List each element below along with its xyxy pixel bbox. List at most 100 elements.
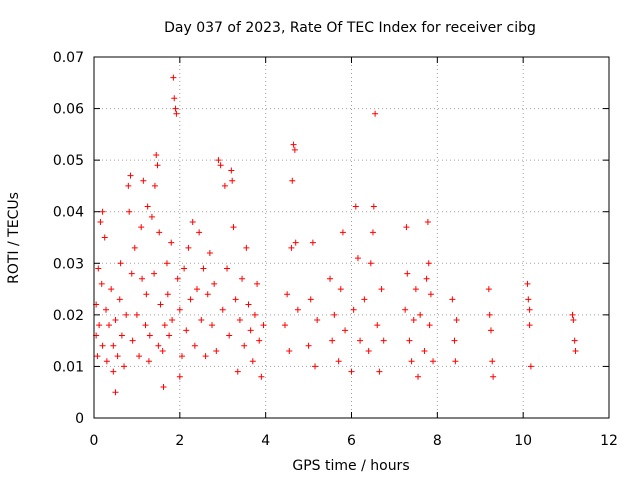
data-point [380,337,387,344]
data-point [126,208,133,215]
data-point [96,322,103,329]
data-point [290,141,297,148]
data-point [234,368,241,375]
data-point [376,368,383,375]
data-point [173,110,180,117]
data-point [569,311,576,318]
data-point [254,280,261,287]
data-point [215,157,222,164]
data-point [181,265,188,272]
data-point [342,327,349,334]
data-point [94,353,101,360]
data-point [170,74,177,81]
data-point [148,213,155,220]
data-point [157,301,164,308]
data-point [486,311,493,318]
data-point [103,358,110,365]
data-point [112,317,119,324]
data-point [291,146,298,153]
x-tick-label: 2 [175,433,184,449]
y-tick-label: 0.03 [53,256,84,272]
data-point [200,265,207,272]
y-tick-label: 0.05 [53,153,84,169]
data-point [118,332,125,339]
y-axis-label: ROTI / TECUs [6,192,22,284]
data-point [97,219,104,226]
data-point [138,224,145,231]
data-point [374,322,381,329]
data-point [154,162,161,169]
data-point [247,327,254,334]
data-point [160,384,167,391]
data-point [426,322,433,329]
x-tick-label: 8 [433,433,442,449]
data-point [198,317,205,324]
data-point [145,358,152,365]
data-point [490,373,497,380]
data-point [489,358,496,365]
data-point [449,296,456,303]
data-point [108,286,115,293]
data-point [146,332,153,339]
data-point [143,291,150,298]
data-point [572,347,579,354]
data-point [286,347,293,354]
data-point [172,105,179,112]
data-point [168,239,175,246]
data-point [487,327,494,334]
data-point [288,244,295,251]
data-point [281,322,288,329]
data-point [251,311,258,318]
data-point [209,322,216,329]
data-point [125,182,132,189]
data-point [128,270,135,277]
data-point [140,177,147,184]
data-point [526,306,533,313]
data-point [305,342,312,349]
data-point [191,342,198,349]
data-point [571,337,578,344]
data-point [98,280,105,287]
data-point [402,306,409,313]
data-point [260,322,267,329]
data-point [217,162,224,169]
data-point [101,234,108,241]
data-point [121,363,128,370]
data-point [314,317,321,324]
data-point [183,327,190,334]
data-point [245,301,252,308]
data-point [228,167,235,174]
data-point [289,177,296,184]
y-tick-label: 0.06 [53,102,84,118]
data-point [525,296,532,303]
data-point [292,239,299,246]
data-point [329,337,336,344]
data-point [410,317,417,324]
data-point [131,244,138,251]
data-point [570,317,577,324]
data-point [161,322,168,329]
data-point [415,373,422,380]
y-tick-label: 0.04 [53,205,84,221]
data-point [213,347,220,354]
data-point [196,229,203,236]
data-point [139,275,146,282]
data-point [309,239,316,246]
x-axis-label: GPS time / hours [292,458,409,474]
data-point [136,353,143,360]
data-point [258,373,265,380]
data-point [142,322,149,329]
data-point [361,296,368,303]
data-point [169,317,176,324]
data-point [159,347,166,354]
data-point [350,306,357,313]
data-point [372,110,379,117]
x-tick-label: 0 [90,433,99,449]
data-point [156,229,163,236]
data-point [221,182,228,189]
data-point [294,306,301,313]
x-tick-label: 6 [347,433,356,449]
data-point [378,286,385,293]
data-point [312,363,319,370]
data-point [357,337,364,344]
